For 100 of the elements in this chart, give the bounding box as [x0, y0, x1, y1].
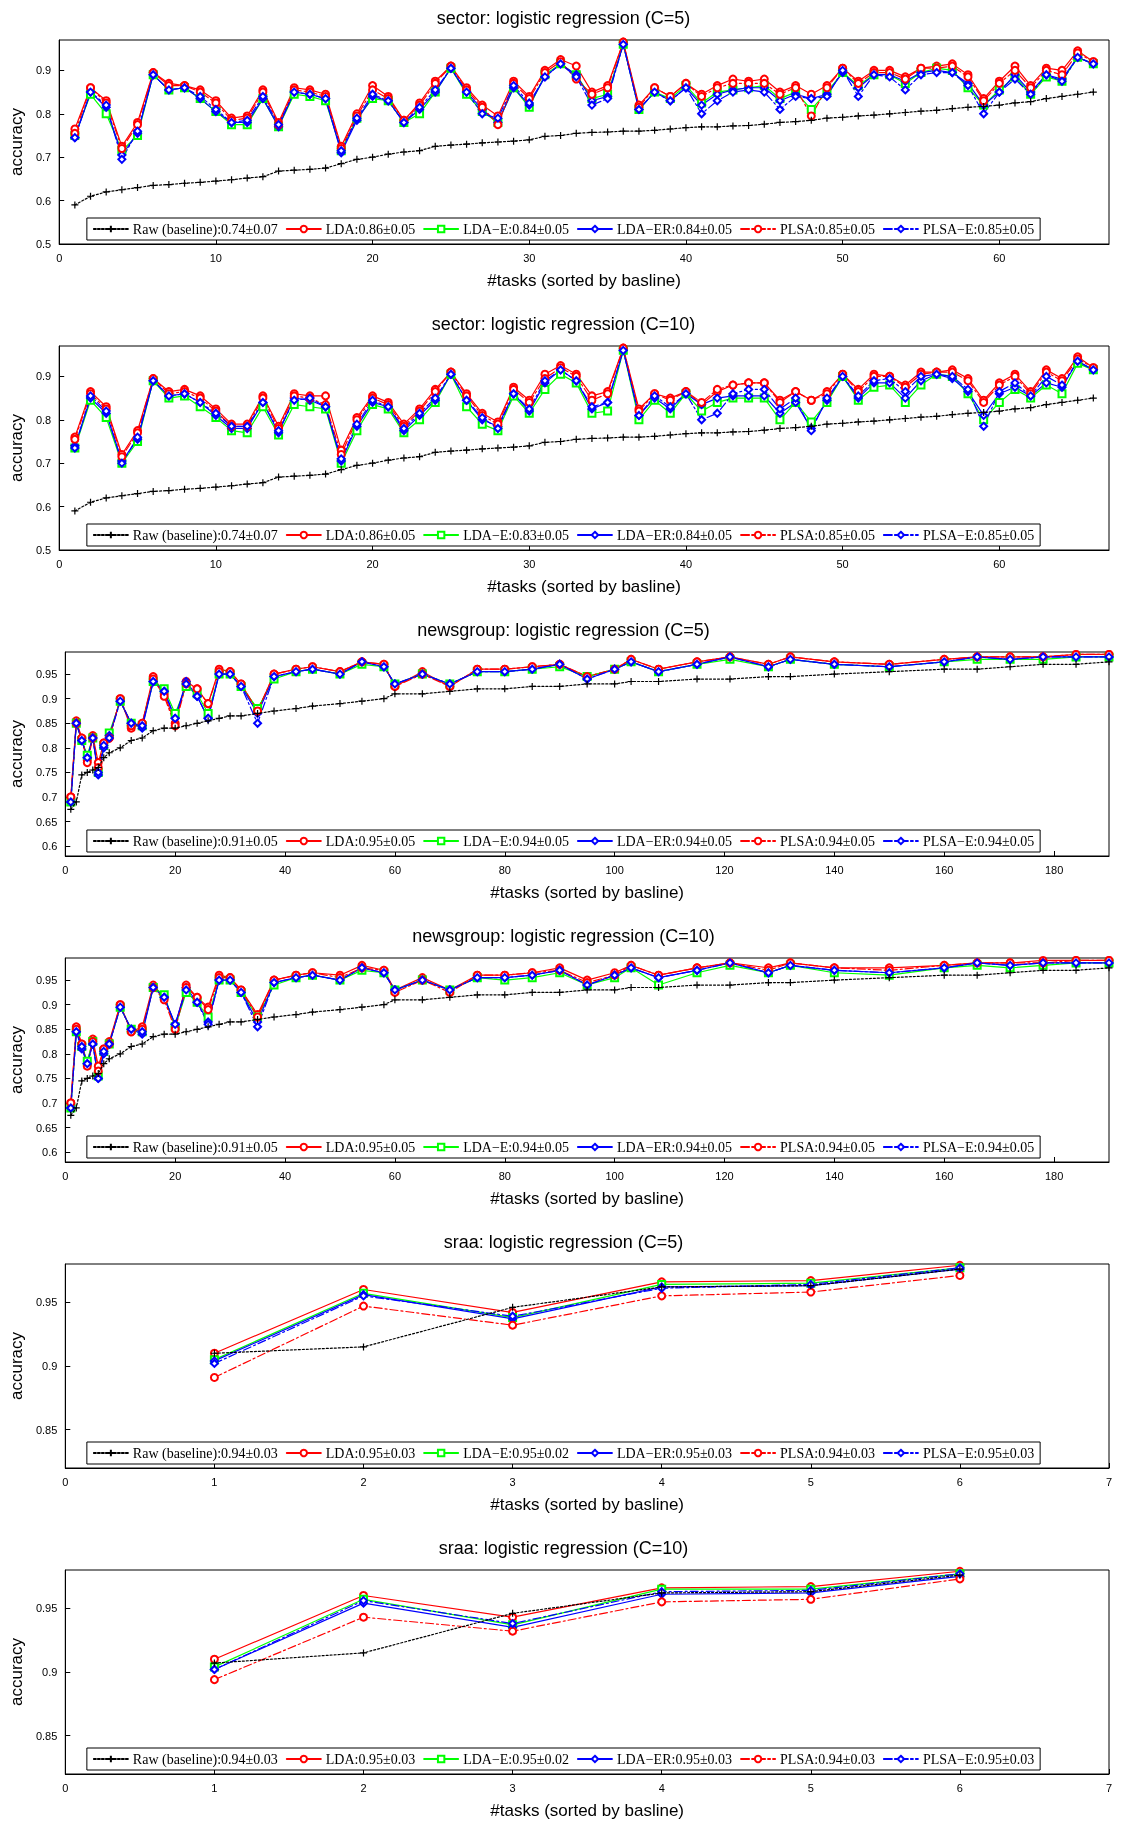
legend-label: LDA−E:0.83±0.05	[463, 527, 569, 543]
legend-label: LDA:0.86±0.05	[325, 221, 416, 237]
legend-label: LDA−E:0.95±0.02	[463, 1445, 569, 1461]
x-tick-label: 100	[605, 863, 624, 876]
legend-label: LDA−E:0.94±0.05	[463, 833, 569, 849]
x-tick-label: 6	[956, 1781, 963, 1794]
y-tick-label: 0.85	[35, 1023, 58, 1036]
x-tick-label: 160	[935, 863, 954, 876]
y-tick-label: 0.6	[42, 840, 58, 853]
y-axis-title: accuracy	[7, 1331, 26, 1401]
y-tick-label: 0.7	[35, 151, 52, 164]
legend-label: PLSA:0.85±0.05	[780, 527, 875, 543]
x-tick-label: 0	[62, 1781, 69, 1794]
x-axis-title: #tasks (sorted by basline)	[487, 577, 681, 596]
y-tick-label: 0.85	[35, 1729, 58, 1742]
y-tick-label: 0.9	[35, 64, 52, 77]
x-tick-label: 1	[211, 1475, 218, 1488]
legend-label: LDA:0.95±0.05	[325, 833, 416, 849]
x-tick-label: 10	[209, 557, 222, 570]
legend-label: LDA−E:0.95±0.02	[463, 1751, 569, 1767]
x-tick-label: 60	[388, 1169, 402, 1182]
y-tick-label: 0.7	[42, 791, 58, 804]
x-tick-label: 40	[679, 557, 693, 570]
x-tick-label: 0	[56, 251, 63, 264]
x-axis-title: #tasks (sorted by basline)	[490, 1801, 685, 1820]
y-tick-label: 0.95	[35, 974, 58, 987]
y-tick-label: 0.9	[42, 1360, 58, 1372]
y-tick-label: 0.8	[35, 413, 52, 426]
chart-title: sector: logistic regression (C=5)	[436, 8, 691, 28]
legend-label: Raw (baseline):0.94±0.03	[132, 1445, 278, 1462]
y-axis-title: accuracy	[7, 1025, 26, 1095]
x-tick-label: 120	[715, 863, 734, 876]
y-tick-label: 0.5	[35, 544, 52, 556]
x-tick-label: 20	[366, 557, 379, 570]
legend-label: LDA−E:0.94±0.05	[463, 1139, 569, 1155]
legend-label: Raw (baseline):0.74±0.07	[132, 221, 278, 238]
x-tick-label: 140	[825, 863, 844, 876]
y-tick-label: 0.5	[35, 238, 52, 250]
x-tick-label: 40	[278, 1169, 292, 1182]
y-axis-title: accuracy	[7, 413, 26, 483]
legend-label: PLSA:0.94±0.05	[780, 833, 875, 849]
y-tick-label: 0.9	[35, 370, 52, 383]
y-tick-label: 0.75	[35, 1072, 58, 1085]
x-tick-label: 10	[209, 251, 222, 264]
legend-label: PLSA:0.94±0.03	[780, 1751, 875, 1767]
legend-label: Raw (baseline):0.91±0.05	[132, 1139, 278, 1156]
x-tick-label: 40	[679, 251, 693, 264]
chart-title: sraa: logistic regression (C=10)	[438, 1538, 689, 1558]
y-axis-title: accuracy	[7, 719, 26, 789]
x-tick-label: 120	[715, 1169, 734, 1182]
x-tick-label: 50	[836, 251, 849, 264]
chart-title: sraa: logistic regression (C=5)	[443, 1232, 684, 1252]
y-tick-label: 0.6	[42, 1146, 58, 1159]
x-tick-label: 0	[62, 1475, 69, 1488]
legend-label: PLSA−E:0.94±0.05	[922, 833, 1035, 849]
x-tick-label: 60	[993, 251, 1006, 264]
y-tick-label: 0.8	[42, 1047, 58, 1060]
x-tick-label: 3	[509, 1781, 516, 1794]
y-tick-label: 0.85	[35, 1423, 58, 1436]
x-tick-label: 5	[807, 1475, 814, 1488]
x-tick-label: 60	[993, 557, 1006, 570]
legend-label: LDA−ER:0.95±0.03	[616, 1445, 733, 1461]
x-tick-label: 7	[1105, 1781, 1113, 1794]
y-tick-label: 0.65	[35, 815, 58, 828]
legend-label: PLSA:0.85±0.05	[780, 221, 875, 237]
y-tick-label: 0.8	[35, 107, 52, 120]
x-tick-label: 180	[1044, 1169, 1064, 1182]
legend-label: PLSA:0.94±0.03	[780, 1445, 875, 1461]
x-tick-label: 30	[523, 557, 536, 570]
x-tick-label: 20	[169, 1169, 182, 1182]
x-tick-label: 0	[56, 557, 63, 570]
chart-title: sector: logistic regression (C=10)	[431, 314, 696, 334]
legend-label: LDA−ER:0.94±0.05	[616, 1139, 733, 1155]
y-tick-label: 0.85	[35, 717, 58, 730]
legend-label: LDA:0.95±0.05	[325, 1139, 416, 1155]
y-tick-label: 0.95	[35, 1296, 58, 1309]
y-tick-label: 0.6	[35, 500, 52, 513]
x-tick-label: 160	[935, 1169, 954, 1182]
x-tick-label: 7	[1105, 1475, 1113, 1488]
x-tick-label: 6	[956, 1475, 963, 1488]
y-tick-label: 0.8	[42, 741, 58, 754]
x-tick-label: 2	[360, 1475, 367, 1488]
legend-label: PLSA−E:0.85±0.05	[922, 221, 1035, 237]
y-axis-title: accuracy	[7, 107, 26, 177]
x-tick-label: 80	[498, 863, 511, 876]
x-tick-label: 4	[658, 1475, 665, 1488]
x-tick-label: 180	[1044, 863, 1064, 876]
x-tick-label: 5	[807, 1781, 814, 1794]
x-tick-label: 140	[825, 1169, 844, 1182]
x-tick-label: 100	[605, 1169, 624, 1182]
legend-label: LDA−ER:0.94±0.05	[616, 833, 733, 849]
x-tick-label: 4	[658, 1781, 665, 1794]
legend-label: PLSA−E:0.95±0.03	[922, 1751, 1035, 1767]
x-tick-label: 2	[360, 1781, 367, 1794]
legend-label: PLSA−E:0.95±0.03	[922, 1445, 1035, 1461]
y-axis-title: accuracy	[7, 1637, 26, 1707]
x-tick-label: 30	[523, 251, 536, 264]
y-tick-label: 0.95	[35, 1602, 58, 1615]
x-tick-label: 20	[366, 251, 379, 264]
legend-label: LDA:0.86±0.05	[325, 527, 416, 543]
